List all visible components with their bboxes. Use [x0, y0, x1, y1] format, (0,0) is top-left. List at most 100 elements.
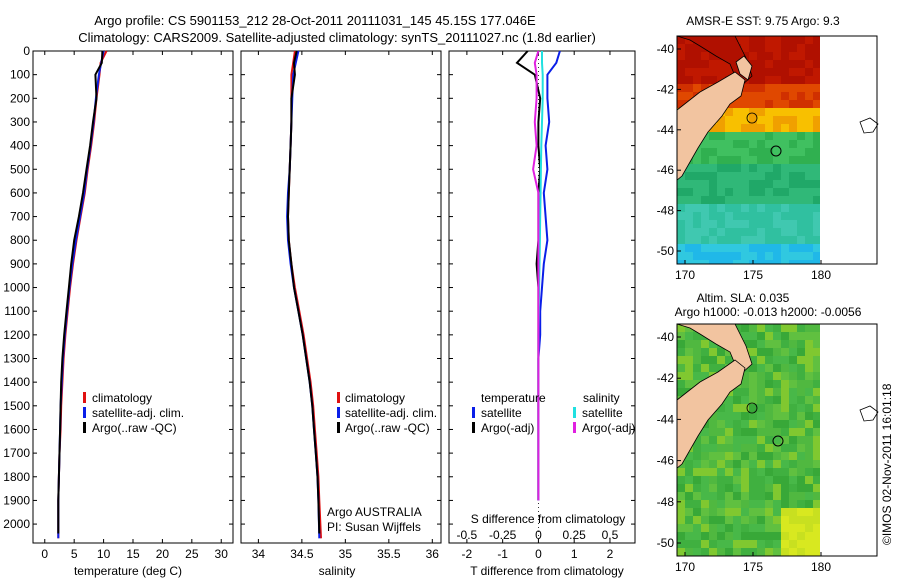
field-cell — [701, 148, 709, 156]
field-cell — [813, 532, 820, 540]
field-cell — [677, 332, 685, 340]
field-cell — [757, 92, 765, 100]
field-cell — [725, 220, 733, 228]
field-cell — [765, 156, 773, 164]
field-cell — [733, 444, 741, 452]
legend-title-temperature: temperature — [481, 391, 546, 405]
field-cell — [725, 60, 733, 68]
legend-swatch-t-argo — [472, 422, 475, 433]
field-cell — [797, 132, 805, 140]
salinity-axis: 34 34.5 35 35.5 36 — [252, 51, 439, 561]
field-cell — [781, 476, 789, 484]
field-cell — [797, 60, 805, 68]
field-cell — [773, 340, 781, 348]
field-cell — [757, 540, 765, 548]
sla-land-south-island — [676, 359, 746, 469]
field-cell — [677, 252, 685, 260]
legend-label: satellite-adj. clim. — [345, 406, 437, 420]
x-tick-label: 35 — [339, 547, 353, 561]
field-cell — [685, 500, 693, 508]
field-cell — [733, 540, 741, 548]
field-cell — [797, 196, 805, 204]
field-cell — [797, 356, 805, 364]
field-cell — [797, 164, 805, 172]
field-cell — [757, 212, 765, 220]
legend-label: climatology — [92, 391, 152, 405]
field-cell — [813, 52, 820, 60]
field-cell — [797, 524, 805, 532]
field-cell — [725, 428, 733, 436]
field-cell — [765, 324, 773, 332]
field-cell — [765, 444, 773, 452]
series-line — [57, 50, 104, 534]
field-cell — [781, 260, 789, 264]
field-cell — [685, 172, 693, 180]
field-cell — [765, 532, 773, 540]
field-cell — [797, 468, 805, 476]
field-cell — [765, 132, 773, 140]
difference-xlabel-top: S difference from climatology — [471, 512, 626, 526]
field-cell — [797, 108, 805, 116]
field-cell — [717, 252, 725, 260]
field-cell — [813, 444, 820, 452]
field-cell — [677, 548, 685, 556]
field-cell — [693, 68, 701, 76]
field-cell — [781, 204, 789, 212]
field-cell — [797, 428, 805, 436]
lat-tick-label: -42 — [657, 82, 675, 96]
field-cell — [789, 68, 797, 76]
field-cell — [677, 508, 685, 516]
field-cell — [773, 324, 781, 332]
field-cell — [789, 508, 797, 516]
field-cell — [701, 340, 709, 348]
field-cell — [813, 204, 820, 212]
field-cell — [693, 220, 701, 228]
field-cell — [789, 212, 797, 220]
field-cell — [789, 220, 797, 228]
legend-swatch-satellite — [337, 407, 340, 418]
field-cell — [773, 188, 781, 196]
field-cell — [685, 260, 693, 264]
field-cell — [781, 220, 789, 228]
field-cell — [749, 348, 757, 356]
field-cell — [741, 228, 749, 236]
lon-tick-label: 175 — [743, 560, 763, 574]
field-cell — [805, 324, 813, 332]
field-cell — [685, 364, 693, 372]
field-cell — [701, 348, 709, 356]
field-cell — [805, 364, 813, 372]
field-cell — [781, 116, 789, 124]
field-cell — [717, 484, 725, 492]
x-tick-label: 15 — [126, 547, 140, 561]
field-cell — [813, 324, 820, 332]
field-cell — [701, 68, 709, 76]
field-cell — [781, 196, 789, 204]
field-cell — [685, 180, 693, 188]
field-cell — [773, 92, 781, 100]
field-cell — [701, 364, 709, 372]
field-cell — [701, 492, 709, 500]
field-cell — [773, 244, 781, 252]
field-cell — [797, 508, 805, 516]
field-cell — [805, 68, 813, 76]
difference-xlabel: T difference from climatology — [470, 564, 624, 578]
field-cell — [749, 196, 757, 204]
field-cell — [797, 228, 805, 236]
field-cell — [741, 460, 749, 468]
field-cell — [725, 156, 733, 164]
field-cell — [693, 244, 701, 252]
field-cell — [709, 420, 717, 428]
field-cell — [773, 76, 781, 84]
field-cell — [717, 356, 725, 364]
field-cell — [789, 236, 797, 244]
field-cell — [797, 252, 805, 260]
field-cell — [765, 60, 773, 68]
field-cell — [797, 492, 805, 500]
field-cell — [685, 196, 693, 204]
field-cell — [733, 492, 741, 500]
field-cell — [765, 76, 773, 84]
field-cell — [765, 140, 773, 148]
field-cell — [717, 476, 725, 484]
field-cell — [757, 436, 765, 444]
